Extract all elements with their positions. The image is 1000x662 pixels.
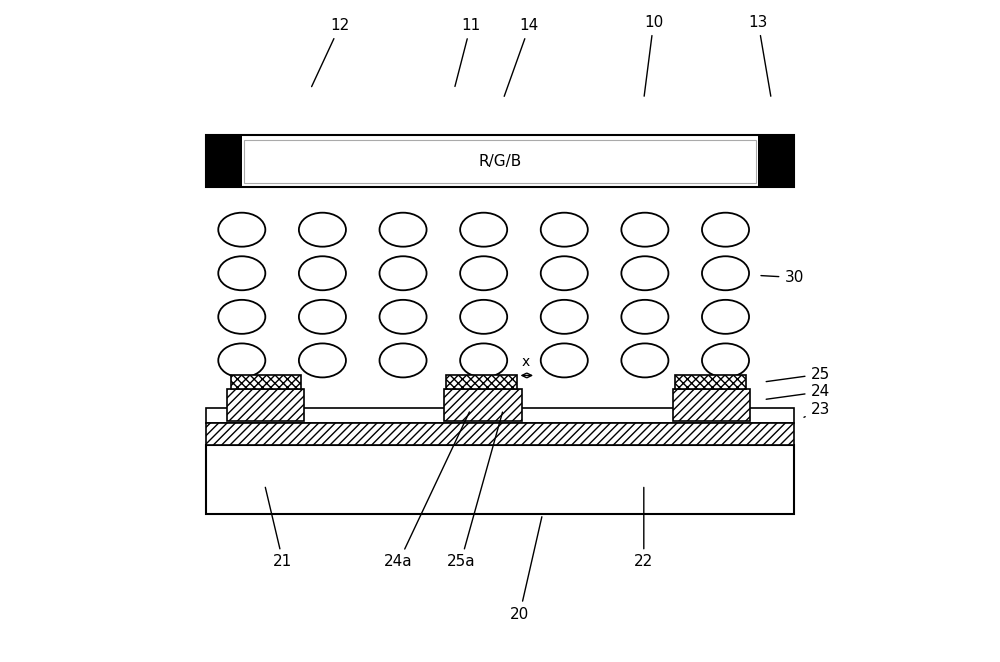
Ellipse shape — [299, 256, 346, 290]
Ellipse shape — [541, 300, 588, 334]
Ellipse shape — [380, 256, 427, 290]
Ellipse shape — [218, 213, 265, 247]
Text: 14: 14 — [504, 19, 539, 97]
Bar — [206, 422, 794, 446]
Ellipse shape — [541, 344, 588, 377]
Bar — [673, 389, 750, 421]
Text: 13: 13 — [749, 15, 771, 96]
Bar — [206, 408, 794, 422]
Text: 25a: 25a — [446, 412, 503, 569]
Ellipse shape — [702, 300, 749, 334]
Text: 23: 23 — [804, 402, 830, 417]
Bar — [206, 446, 794, 514]
Ellipse shape — [702, 213, 749, 247]
Ellipse shape — [460, 300, 507, 334]
Ellipse shape — [299, 344, 346, 377]
Ellipse shape — [218, 344, 265, 377]
Text: 22: 22 — [634, 487, 653, 569]
Bar — [206, 135, 794, 187]
Bar — [244, 140, 756, 183]
Text: 10: 10 — [644, 15, 663, 96]
Ellipse shape — [621, 256, 668, 290]
Ellipse shape — [218, 256, 265, 290]
Text: 24a: 24a — [384, 412, 469, 569]
Ellipse shape — [380, 213, 427, 247]
Bar — [444, 389, 522, 421]
Text: 30: 30 — [761, 270, 804, 285]
Ellipse shape — [460, 344, 507, 377]
Text: x: x — [522, 355, 530, 369]
Ellipse shape — [380, 300, 427, 334]
Bar — [231, 375, 301, 389]
Ellipse shape — [621, 300, 668, 334]
Ellipse shape — [460, 256, 507, 290]
Ellipse shape — [621, 344, 668, 377]
Text: R/G/B: R/G/B — [478, 154, 522, 169]
Text: 25: 25 — [766, 367, 830, 382]
Text: 11: 11 — [455, 19, 480, 87]
Bar — [446, 375, 517, 389]
Ellipse shape — [541, 256, 588, 290]
Ellipse shape — [460, 213, 507, 247]
Text: 24: 24 — [766, 385, 830, 399]
Bar — [227, 389, 304, 421]
Ellipse shape — [702, 344, 749, 377]
Ellipse shape — [621, 213, 668, 247]
Bar — [758, 135, 794, 187]
Text: 12: 12 — [312, 19, 349, 87]
Ellipse shape — [299, 213, 346, 247]
Ellipse shape — [299, 300, 346, 334]
Bar — [206, 135, 242, 187]
Text: 20: 20 — [510, 517, 542, 622]
Ellipse shape — [218, 300, 265, 334]
Text: 21: 21 — [265, 487, 293, 569]
Ellipse shape — [702, 256, 749, 290]
Ellipse shape — [541, 213, 588, 247]
Ellipse shape — [380, 344, 427, 377]
Bar — [675, 375, 746, 389]
